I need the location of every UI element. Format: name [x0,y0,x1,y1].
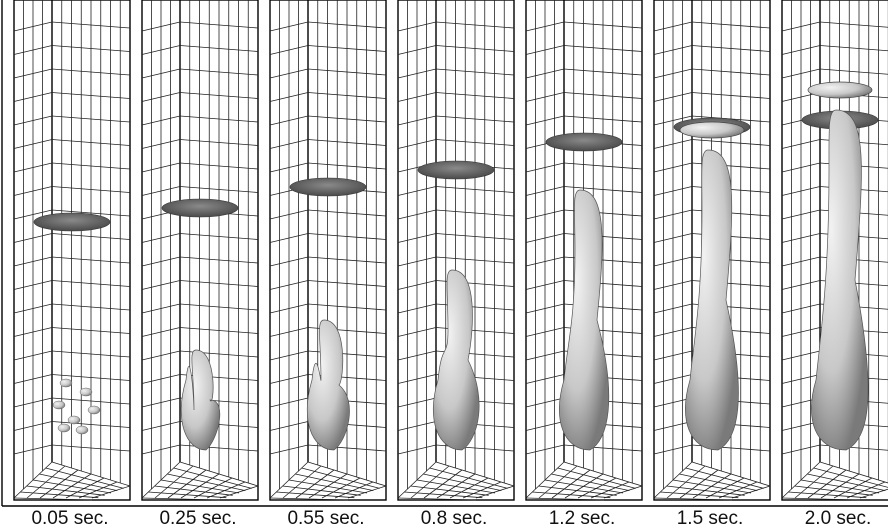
plume [68,416,80,424]
panel: 1.2 sec. [526,0,642,528]
time-label: 2.0 sec. [805,508,872,528]
disk [418,161,494,179]
floor-line [795,486,873,495]
floor-line [220,486,258,498]
panel: 0.8 sec. [398,0,514,528]
floor-line [283,486,361,495]
time-label: 1.5 sec. [677,508,744,528]
floor-line [591,482,629,498]
panel: 0.05 sec. [14,0,130,528]
plume [60,379,72,387]
page: 0.05 sec. 0.25 sec. 0.55 sec. 0.8 sec. 1.2 s… [0,0,888,528]
plume [58,424,70,432]
floor-line [411,486,489,495]
floor-line [92,486,130,498]
floor-line [604,486,642,498]
panel-box [14,0,130,500]
plume-cap [808,82,872,98]
plume [433,270,479,450]
floor-line [820,462,888,486]
plume [307,320,349,450]
time-label: 0.8 sec. [421,508,488,528]
floor-line [667,486,745,495]
floor-line [539,486,617,495]
grid-line [820,69,888,75]
floor-line [335,482,373,498]
time-label: 1.2 sec. [549,508,616,528]
panels: 0.05 sec. 0.25 sec. 0.55 sec. 0.8 sec. 1.2 s… [14,0,888,528]
plume-cap [680,122,744,138]
time-label: 0.55 sec. [287,508,364,528]
plume [80,388,92,396]
floor-line [476,486,514,498]
plume [685,150,738,450]
floor-line [847,482,885,498]
figure: 0.05 sec. 0.25 sec. 0.55 sec. 0.8 sec. 1.2 s… [0,0,888,528]
time-label: 0.05 sec. [31,508,108,528]
grid-line [820,46,888,52]
floor-line [155,486,233,495]
floor-line [719,482,757,498]
panel: 0.55 sec. [270,0,386,528]
disk [34,213,110,231]
floor-line [27,486,105,495]
grid-line [820,22,888,28]
panel: 1.5 sec. [654,0,770,528]
plume [181,350,220,450]
plume [559,190,608,450]
disk [546,133,622,151]
panel: 0.25 sec. [142,0,258,528]
floor-line [348,486,386,498]
floor-line [732,486,770,498]
plume [53,401,65,409]
disk [290,178,366,196]
panel: 2.0 sec. [782,0,888,528]
floor-line [463,482,501,498]
time-label: 0.25 sec. [159,508,236,528]
floor-line [207,482,245,498]
plume [88,406,100,414]
floor-line [79,482,117,498]
disk [162,199,238,217]
plume [76,426,88,434]
